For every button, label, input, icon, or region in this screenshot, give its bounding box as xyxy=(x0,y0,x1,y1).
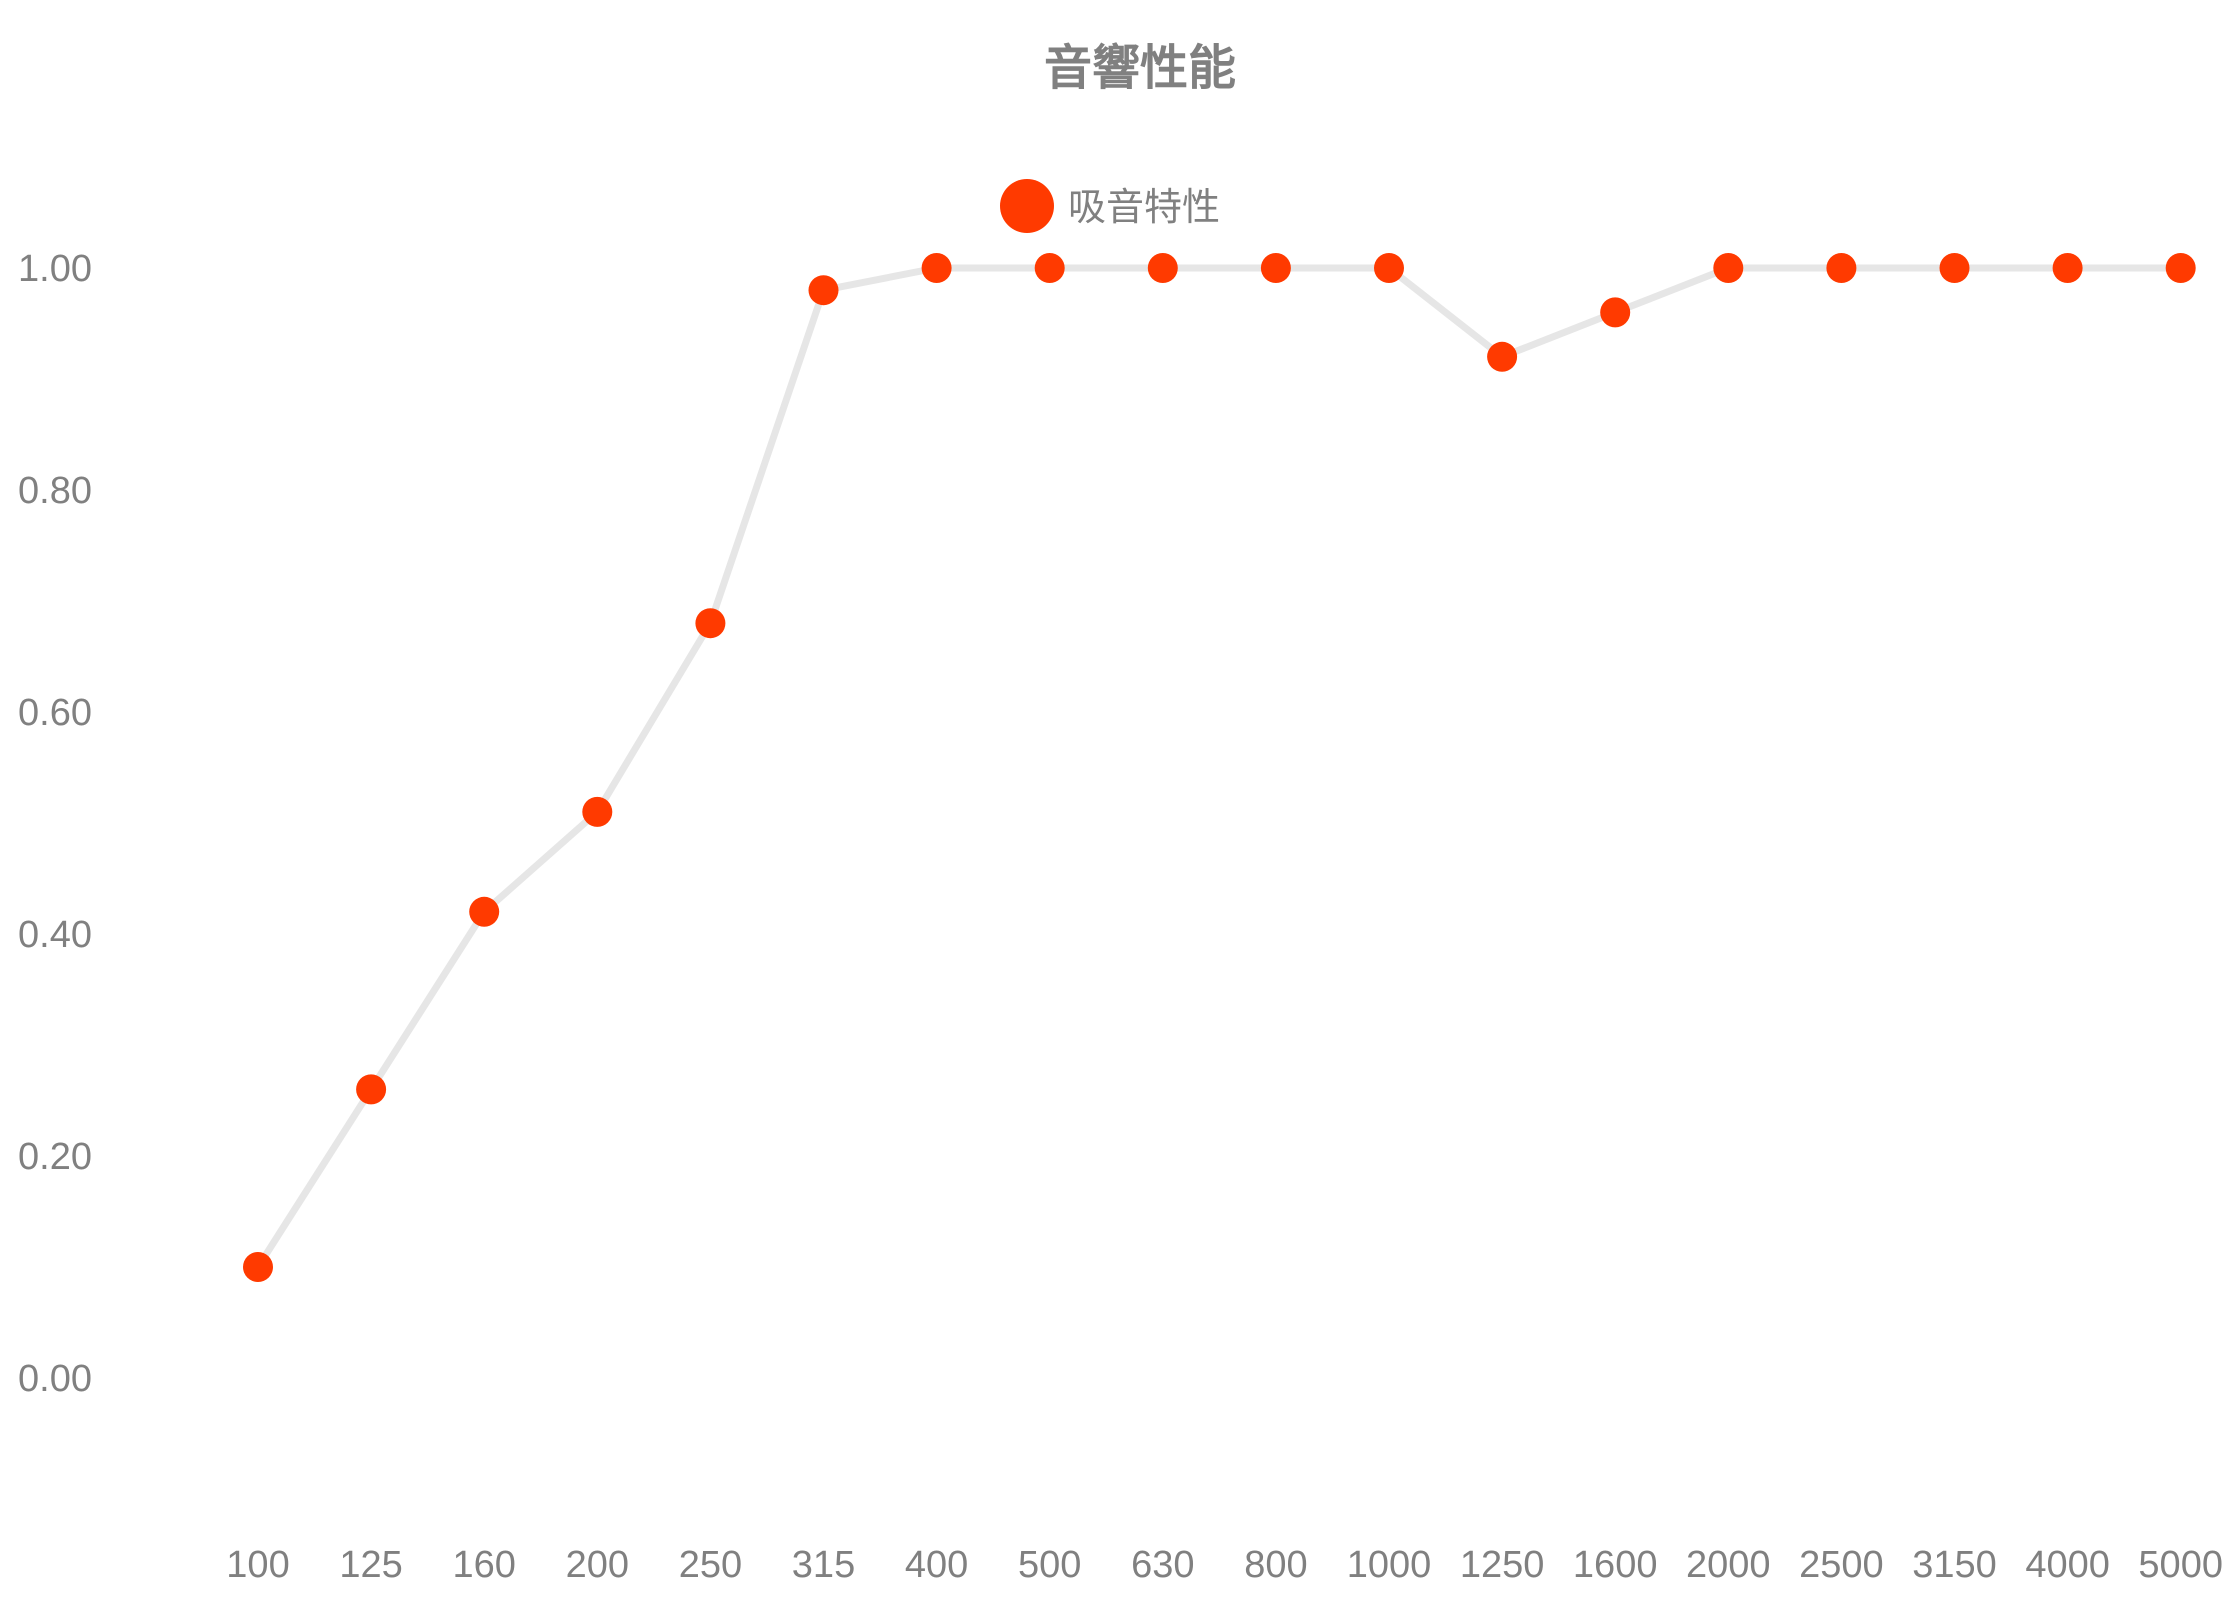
x-tick-label: 4000 xyxy=(2025,1544,2110,1586)
data-point[interactable] xyxy=(243,1252,273,1282)
x-tick-label: 2000 xyxy=(1686,1544,1771,1586)
data-point[interactable] xyxy=(808,275,839,306)
data-point[interactable] xyxy=(1939,253,1970,283)
data-point[interactable] xyxy=(1260,253,1291,283)
x-tick-label: 200 xyxy=(566,1544,629,1586)
x-tick-label: 100 xyxy=(226,1544,289,1586)
x-tick-label: 1000 xyxy=(1347,1544,1432,1586)
y-tick-label: 0.60 xyxy=(18,692,92,734)
y-tick-label: 1.00 xyxy=(18,248,92,290)
y-tick-label: 0.00 xyxy=(18,1358,92,1400)
x-tick-label: 250 xyxy=(679,1544,742,1586)
y-tick-label: 0.80 xyxy=(18,470,92,512)
data-point[interactable] xyxy=(1147,253,1178,283)
y-tick-label: 0.40 xyxy=(18,914,92,956)
y-axis: 0.00 0.20 0.40 0.60 0.80 1.00 xyxy=(18,248,92,1400)
legend-label: 吸音特性 xyxy=(1068,185,1220,229)
data-point[interactable] xyxy=(1713,253,1744,283)
data-point[interactable] xyxy=(1600,297,1631,328)
data-point[interactable] xyxy=(1374,253,1404,283)
x-tick-label: 315 xyxy=(792,1544,855,1586)
data-point[interactable] xyxy=(356,1074,387,1105)
x-axis: 100 125 160 200 250 315 400 500 630 800 1000 1250 16… xyxy=(226,1544,2223,1586)
data-point[interactable] xyxy=(1034,253,1065,283)
data-point[interactable] xyxy=(1826,253,1857,283)
series-layer xyxy=(243,253,2196,1282)
x-tick-label: 500 xyxy=(1018,1544,1081,1586)
series-line xyxy=(255,264,2181,1269)
x-tick-label: 1600 xyxy=(1573,1544,1658,1586)
y-tick-label: 0.20 xyxy=(18,1136,92,1178)
data-point[interactable] xyxy=(695,608,726,639)
x-tick-label: 630 xyxy=(1131,1544,1194,1586)
x-tick-label: 5000 xyxy=(2138,1544,2223,1586)
x-tick-label: 125 xyxy=(339,1544,402,1586)
x-tick-label: 800 xyxy=(1244,1544,1307,1586)
x-tick-label: 3150 xyxy=(1912,1544,1997,1586)
legend-marker xyxy=(1000,179,1054,233)
x-tick-label: 400 xyxy=(905,1544,968,1586)
legend[interactable]: 吸音特性 xyxy=(1000,179,1220,233)
data-point[interactable] xyxy=(921,253,952,283)
data-point[interactable] xyxy=(469,896,500,927)
x-tick-label: 1250 xyxy=(1460,1544,1545,1586)
x-tick-label: 160 xyxy=(452,1544,515,1586)
data-point[interactable] xyxy=(582,796,613,827)
chart-title: 音響性能 xyxy=(1044,40,1236,96)
data-point[interactable] xyxy=(2052,253,2083,283)
data-point[interactable] xyxy=(1487,341,1518,372)
x-tick-label: 2500 xyxy=(1799,1544,1884,1586)
data-point[interactable] xyxy=(2165,253,2196,283)
